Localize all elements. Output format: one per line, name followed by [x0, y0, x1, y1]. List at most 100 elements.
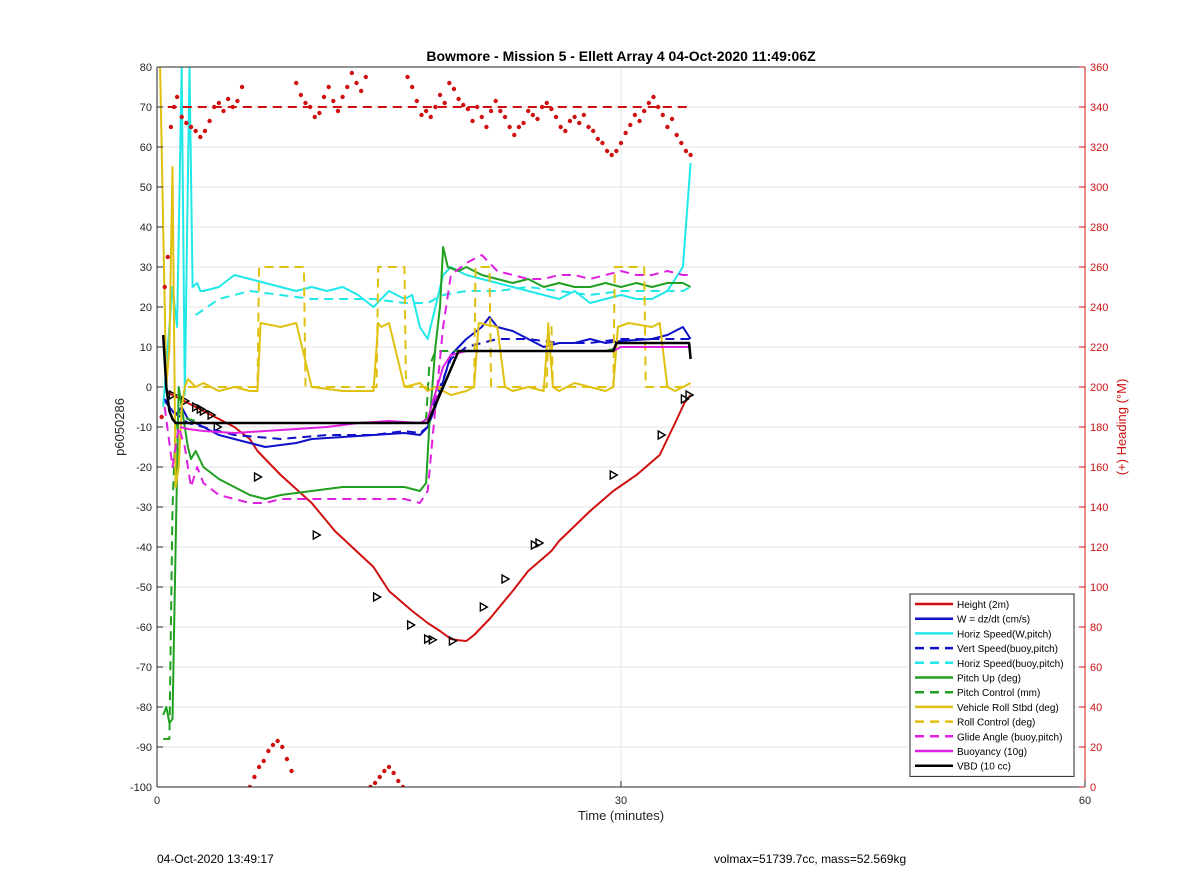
heading-point — [651, 94, 656, 100]
heading-point — [345, 84, 350, 90]
height-marker — [207, 409, 217, 421]
height-marker — [199, 405, 209, 417]
y-tick-label: 30 — [140, 262, 152, 274]
height-marker — [168, 389, 178, 401]
y-tick-label: 0 — [146, 382, 152, 394]
heading-point — [405, 74, 410, 80]
height-marker — [680, 393, 690, 405]
y-tick-label: 40 — [140, 222, 152, 234]
footer-timestamp: 04-Oct-2020 13:49:17 — [157, 852, 274, 866]
heading-point — [225, 96, 231, 102]
legend-label: W = dz/dt (cm/s) — [957, 615, 1030, 626]
y2-tick-label: 180 — [1090, 422, 1108, 434]
heading-point — [340, 94, 345, 100]
legend-label: Height (2m) — [957, 600, 1009, 611]
chart-title: Bowmore - Mission 5 - Ellett Array 4 04-… — [426, 48, 816, 64]
height-marker — [213, 421, 223, 433]
heading-point — [174, 94, 180, 100]
heading-point — [586, 124, 591, 130]
heading-point — [558, 124, 563, 130]
height-marker — [448, 635, 458, 647]
heading-point — [646, 100, 652, 106]
heading-point — [289, 768, 294, 774]
y-tick-label: -60 — [136, 622, 152, 634]
heading-point — [488, 108, 494, 114]
heading-point — [637, 118, 642, 124]
heading-point — [539, 104, 545, 110]
heading-point — [447, 80, 452, 86]
heading-point — [604, 148, 610, 154]
heading-point — [451, 86, 457, 92]
legend-label: Buoyancy (10g) — [957, 747, 1027, 758]
legend-label: Vehicle Roll Stbd (deg) — [957, 703, 1059, 714]
y-tick-label: -80 — [136, 702, 152, 714]
heading-point — [628, 122, 633, 128]
series-line-7 — [159, 67, 692, 488]
heading-point — [198, 134, 203, 140]
heading-point — [317, 110, 322, 116]
legend-label: Vert Speed(buoy,pitch) — [957, 644, 1058, 655]
heading-point — [516, 124, 522, 130]
height-marker — [657, 429, 667, 441]
heading-point — [437, 92, 443, 98]
height-marker — [530, 539, 540, 551]
y2-tick-label: 140 — [1090, 502, 1108, 514]
heading-point — [266, 748, 271, 754]
heading-point — [577, 120, 582, 126]
footer-info: volmax=51739.7cc, mass=52.569kg — [714, 852, 907, 866]
legend-label: Horiz Speed(buoy,pitch) — [957, 659, 1064, 670]
heading-point — [655, 104, 661, 110]
heading-point — [184, 120, 189, 126]
height-marker — [501, 573, 511, 585]
heading-point — [669, 116, 675, 122]
height-marker — [535, 537, 545, 549]
y2-tick-label: 60 — [1090, 662, 1102, 674]
heading-point — [221, 108, 226, 114]
height-marker — [372, 591, 383, 603]
heading-point — [256, 764, 262, 770]
heading-point — [428, 114, 433, 120]
heading-point — [414, 98, 420, 104]
heading-point — [358, 88, 364, 94]
legend-label: Glide Angle (buoy,pitch) — [957, 732, 1062, 743]
heading-point — [294, 80, 299, 86]
heading-point — [683, 148, 689, 154]
x-axis-label: Time (minutes) — [578, 808, 664, 823]
heading-point — [331, 98, 336, 104]
height-marker — [423, 633, 434, 645]
legend-label: Horiz Speed(W,pitch) — [957, 629, 1051, 640]
heading-point — [623, 130, 628, 136]
y2-tick-label: 280 — [1090, 222, 1108, 234]
height-marker — [685, 389, 695, 401]
heading-point — [239, 84, 245, 90]
heading-point — [553, 114, 559, 120]
y-tick-label: 20 — [140, 302, 152, 314]
legend: Height (2m) W = dz/dt (cm/s) Horiz Speed(W… — [909, 593, 1075, 777]
heading-point — [521, 120, 526, 126]
heading-point — [247, 784, 252, 787]
y2-tick-label: 100 — [1090, 582, 1108, 594]
height-marker — [479, 601, 489, 613]
heading-point — [188, 124, 194, 130]
heading-point — [665, 124, 670, 130]
series-line-5 — [162, 246, 692, 724]
y2-axis-label: (+) Heading (°M) — [1114, 379, 1129, 476]
heading-point — [493, 98, 498, 104]
y2-tick-label: 80 — [1090, 622, 1102, 634]
heading-point — [312, 114, 317, 120]
heading-point — [498, 108, 503, 114]
y-tick-label: 10 — [140, 342, 152, 354]
heading-point — [549, 106, 554, 112]
heading-point — [530, 112, 536, 118]
heading-point — [179, 114, 184, 120]
heading-point — [544, 100, 549, 106]
plot-area — [159, 67, 695, 787]
y-tick-label: -90 — [136, 742, 152, 754]
heading-point — [600, 140, 605, 146]
heading-point — [479, 114, 484, 120]
y2-tick-label: 300 — [1090, 182, 1108, 194]
legend-label: VBD (10 cc) — [957, 762, 1011, 773]
heading-point — [165, 254, 171, 260]
heading-point — [660, 112, 665, 118]
